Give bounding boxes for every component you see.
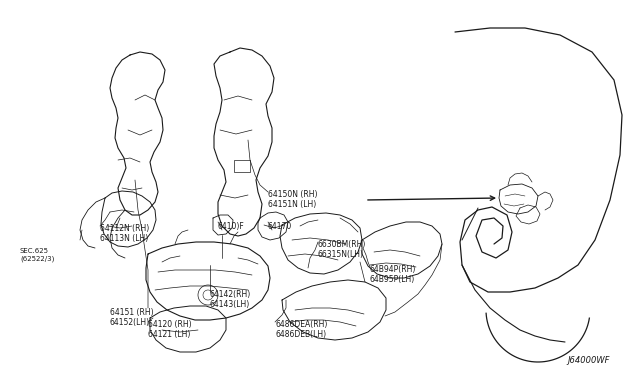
Text: 64142(RH)
64143(LH): 64142(RH) 64143(LH) — [210, 290, 252, 310]
Text: 64170: 64170 — [268, 222, 292, 231]
Text: J64000WF: J64000WF — [568, 356, 610, 365]
Text: 64151 (RH)
64152(LH): 64151 (RH) 64152(LH) — [110, 308, 154, 327]
Text: 64112N (RH)
64113N (LH): 64112N (RH) 64113N (LH) — [100, 224, 149, 243]
Text: 64120 (RH)
64121 (LH): 64120 (RH) 64121 (LH) — [148, 320, 191, 339]
Text: 64150N (RH)
64151N (LH): 64150N (RH) 64151N (LH) — [268, 190, 317, 209]
Bar — [234, 160, 250, 172]
Text: 6486DEA(RH)
6486DEB(LH): 6486DEA(RH) 6486DEB(LH) — [275, 320, 328, 339]
Text: 64B94P(RH)
64B95P(LH): 64B94P(RH) 64B95P(LH) — [370, 265, 417, 285]
Text: SEC.625
(62522/3): SEC.625 (62522/3) — [20, 248, 54, 262]
Text: 6630BM(RH)
66315N(LH): 6630BM(RH) 66315N(LH) — [318, 240, 366, 259]
Text: 6410)F: 6410)F — [218, 222, 244, 231]
